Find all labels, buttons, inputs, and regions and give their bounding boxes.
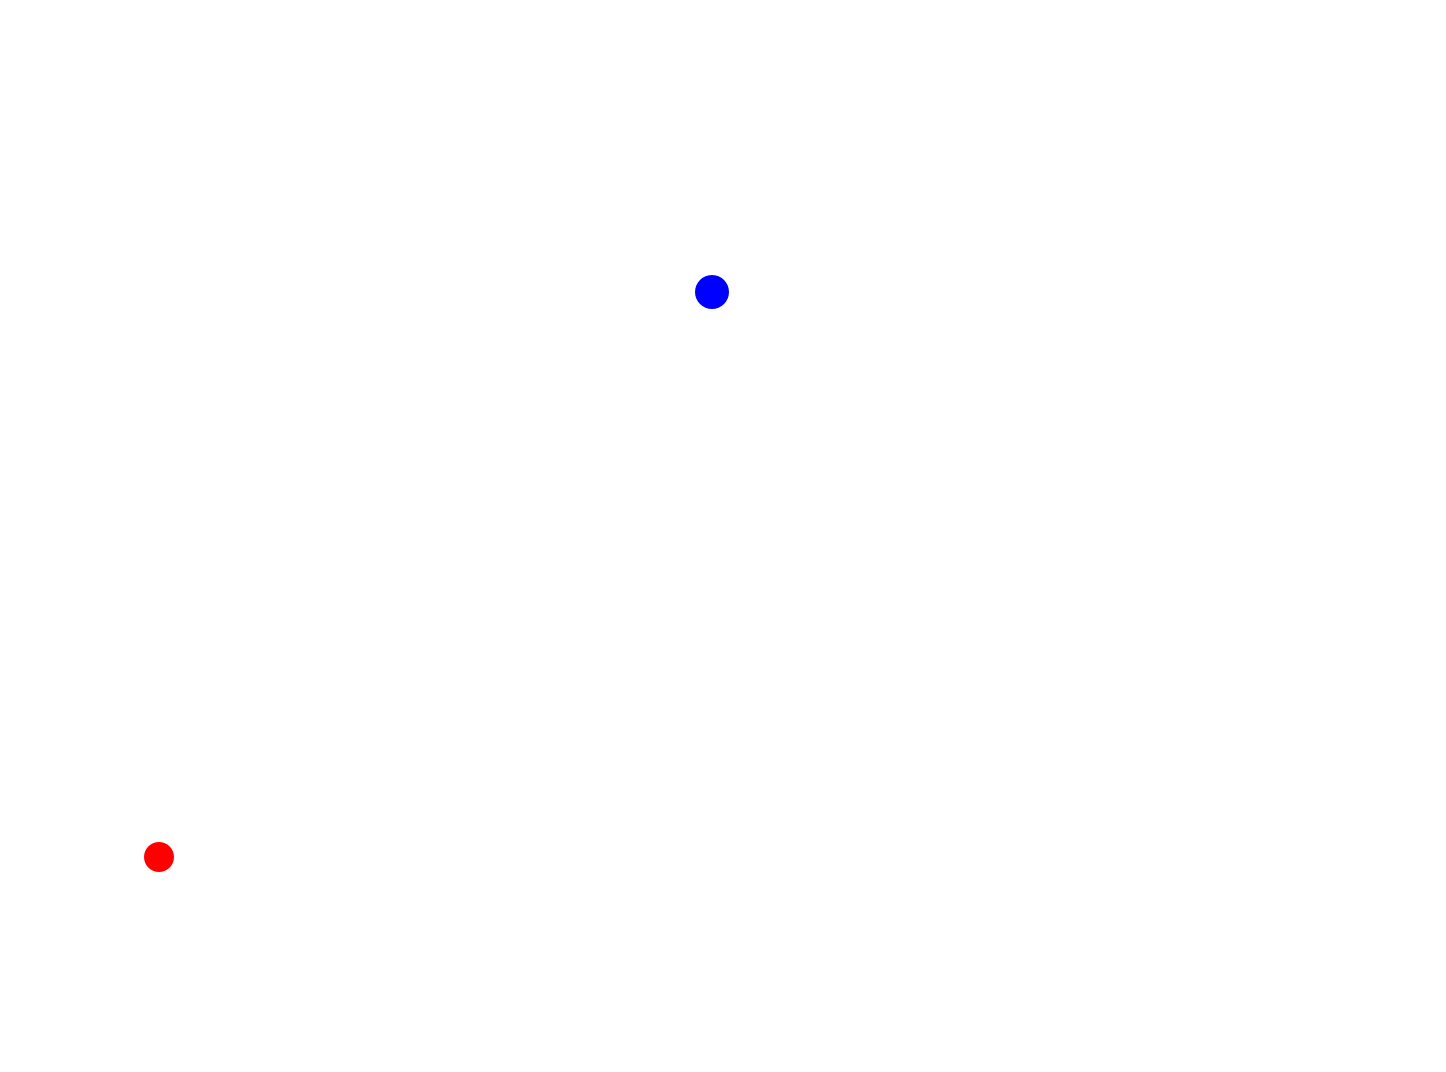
red-dot[interactable] [144, 842, 174, 872]
blue-dot[interactable] [695, 275, 729, 309]
